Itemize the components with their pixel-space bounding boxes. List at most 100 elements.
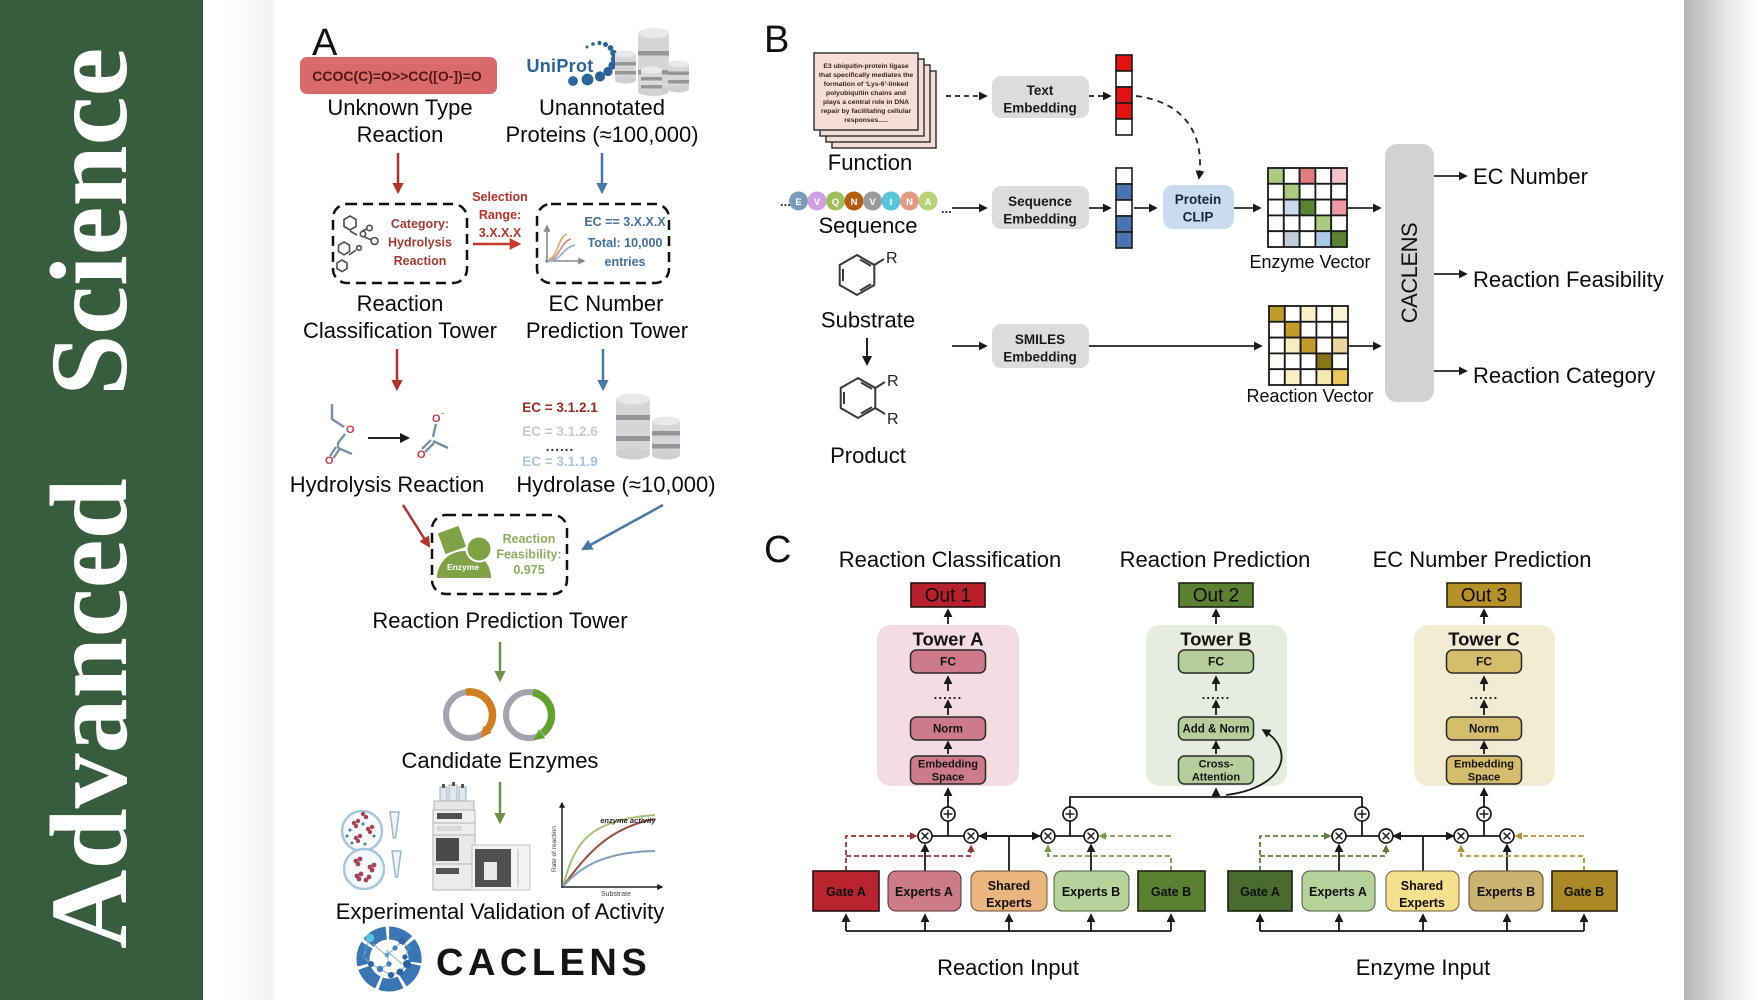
- svg-text:B: B: [764, 19, 789, 61]
- svg-text:O: O: [417, 449, 426, 461]
- svg-text:Embedding: Embedding: [918, 759, 978, 771]
- svg-text:CACLENS: CACLENS: [1397, 223, 1422, 323]
- svg-text:Shared: Shared: [988, 879, 1030, 893]
- svg-text:......: ......: [1470, 687, 1499, 702]
- svg-text:Product: Product: [830, 443, 906, 468]
- svg-text:Gate A: Gate A: [1240, 885, 1280, 899]
- svg-text:plays a central role in DNA: plays a central role in DNA: [823, 99, 909, 106]
- svg-text:Substrate: Substrate: [821, 308, 915, 333]
- svg-text:CLIP: CLIP: [1183, 210, 1214, 225]
- svg-text:Add & Norm: Add & Norm: [1182, 724, 1249, 736]
- svg-text:Experts A: Experts A: [1309, 885, 1367, 899]
- svg-text:enzyme activity: enzyme activity: [600, 816, 656, 825]
- svg-text:Reaction: Reaction: [503, 532, 556, 546]
- svg-text:Tower C: Tower C: [1448, 629, 1520, 650]
- svg-text:V: V: [869, 197, 876, 208]
- svg-text:polyubiquitin chains and: polyubiquitin chains and: [826, 90, 906, 97]
- svg-text:-: -: [441, 408, 444, 418]
- svg-text:E3 ubiquitin-protein ligase: E3 ubiquitin-protein ligase: [823, 63, 909, 70]
- svg-text:N: N: [851, 197, 858, 208]
- svg-text:O: O: [346, 424, 355, 436]
- svg-text:......: ......: [934, 687, 963, 702]
- svg-text:Attention: Attention: [1192, 772, 1241, 784]
- svg-text:Space: Space: [932, 772, 964, 784]
- svg-text:Reaction Vector: Reaction Vector: [1246, 386, 1373, 406]
- svg-text:Reaction Input: Reaction Input: [937, 955, 1079, 980]
- svg-text:Embedding: Embedding: [1003, 350, 1077, 365]
- svg-text:Reaction Prediction: Reaction Prediction: [1120, 547, 1311, 572]
- svg-text:Enzyme Input: Enzyme Input: [1356, 955, 1491, 980]
- svg-text:Unknown Type: Unknown Type: [327, 95, 472, 120]
- svg-text:that specifically mediates the: that specifically mediates the: [819, 72, 914, 79]
- svg-text:FC: FC: [1476, 655, 1492, 669]
- svg-text:O: O: [432, 413, 441, 425]
- svg-text:Shared: Shared: [1401, 879, 1443, 893]
- svg-text:...: ...: [941, 201, 952, 216]
- svg-text:Experts A: Experts A: [895, 885, 953, 899]
- svg-text:V: V: [814, 197, 821, 208]
- svg-text:Reaction Feasibility: Reaction Feasibility: [1473, 267, 1664, 292]
- svg-text:Candidate Enzymes: Candidate Enzymes: [402, 748, 599, 773]
- svg-text:R: R: [887, 373, 899, 390]
- svg-text:Tower B: Tower B: [1180, 629, 1252, 650]
- svg-text:Hydrolase (≈10,000): Hydrolase (≈10,000): [516, 472, 715, 497]
- svg-text:Proteins (≈100,000): Proteins (≈100,000): [505, 122, 698, 147]
- svg-text:Rate of reaction: Rate of reaction: [551, 826, 558, 872]
- svg-text:R: R: [887, 411, 899, 428]
- svg-text:Out 2: Out 2: [1193, 586, 1239, 607]
- svg-text:0.975: 0.975: [513, 563, 544, 577]
- svg-text:Reaction Category: Reaction Category: [1473, 363, 1655, 388]
- svg-text:......: ......: [1202, 687, 1231, 702]
- svg-text:Category:: Category:: [391, 217, 449, 231]
- svg-text:C: C: [764, 529, 791, 571]
- svg-text:A: A: [925, 197, 932, 208]
- svg-text:......: ......: [546, 439, 575, 454]
- svg-text:EC Number: EC Number: [1473, 164, 1588, 189]
- svg-text:Hydrolysis Reaction: Hydrolysis Reaction: [290, 472, 484, 497]
- svg-text:Function: Function: [828, 150, 912, 175]
- svg-text:Hydrolysis: Hydrolysis: [388, 236, 452, 250]
- svg-text:formation of ‘Lys-6’-linked: formation of ‘Lys-6’-linked: [824, 81, 909, 88]
- svg-text:Experts B: Experts B: [1477, 885, 1535, 899]
- svg-text:FC: FC: [1208, 655, 1224, 669]
- svg-text:SMILES: SMILES: [1015, 332, 1065, 347]
- svg-text:EC = 3.1.1.9: EC = 3.1.1.9: [522, 454, 597, 469]
- svg-text:EC = 3.1.2.1: EC = 3.1.2.1: [522, 400, 598, 415]
- svg-text:Gate B: Gate B: [1564, 885, 1604, 899]
- svg-text:Experimental Validation of Act: Experimental Validation of Activity: [336, 899, 665, 924]
- svg-text:FC: FC: [940, 655, 956, 669]
- svg-text:entries: entries: [605, 255, 646, 269]
- svg-text:Feasibility:: Feasibility:: [496, 548, 561, 562]
- svg-text:Selection: Selection: [472, 190, 528, 204]
- svg-text:Experts: Experts: [986, 896, 1032, 910]
- svg-text:EC Number Prediction: EC Number Prediction: [1373, 547, 1592, 572]
- svg-text:Advanced Science: Advanced Science: [28, 48, 150, 949]
- svg-text:UniProt: UniProt: [526, 56, 593, 76]
- svg-text:CACLENS: CACLENS: [436, 942, 651, 984]
- svg-text:Reaction Classification: Reaction Classification: [839, 547, 1062, 572]
- svg-text:Reaction: Reaction: [357, 122, 444, 147]
- svg-text:Cross-: Cross-: [1199, 759, 1234, 771]
- svg-text:Out 3: Out 3: [1461, 586, 1507, 607]
- svg-text:Norm: Norm: [1469, 724, 1499, 736]
- svg-text:O: O: [325, 455, 334, 467]
- svg-text:CCOC(C)=O>>CC([O-])=O: CCOC(C)=O>>CC([O-])=O: [312, 68, 482, 84]
- svg-text:Sequence: Sequence: [1008, 194, 1072, 209]
- svg-text:Embedding: Embedding: [1003, 101, 1077, 116]
- svg-text:responses.....: responses.....: [844, 117, 888, 124]
- svg-text:Sequence: Sequence: [818, 213, 917, 238]
- svg-text:Prediction Tower: Prediction Tower: [526, 318, 688, 343]
- svg-text:...: ...: [780, 194, 791, 209]
- svg-text:Experts: Experts: [1399, 896, 1445, 910]
- svg-text:Text: Text: [1027, 83, 1054, 98]
- svg-text:3.X.X.X: 3.X.X.X: [479, 226, 522, 240]
- svg-text:repair by facilitating cellula: repair by facilitating cellular: [821, 108, 912, 115]
- svg-text:E: E: [795, 197, 801, 208]
- svg-text:N: N: [906, 197, 913, 208]
- svg-text:Total: 10,000: Total: 10,000: [588, 236, 663, 250]
- svg-text:Enzyme Vector: Enzyme Vector: [1249, 252, 1370, 272]
- svg-text:Enzyme: Enzyme: [447, 562, 479, 572]
- svg-text:Reaction Prediction Tower: Reaction Prediction Tower: [372, 608, 627, 633]
- svg-text:Embedding: Embedding: [1454, 759, 1514, 771]
- svg-text:Norm: Norm: [933, 724, 963, 736]
